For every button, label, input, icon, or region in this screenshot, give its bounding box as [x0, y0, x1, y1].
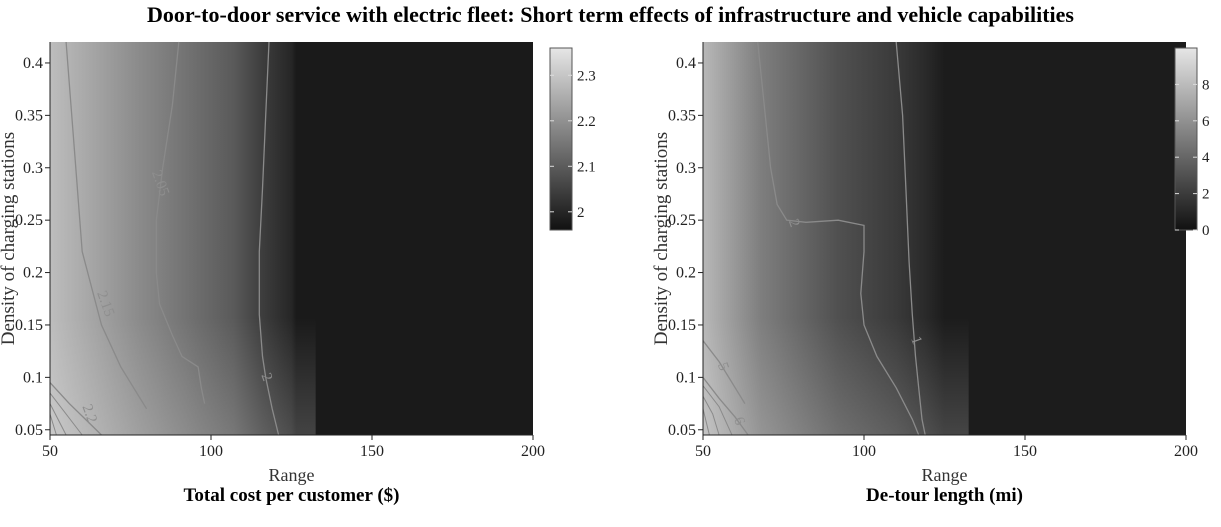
y-tick-label: 0.35	[668, 107, 696, 124]
contour-line	[702, 340, 746, 404]
contour-label: 2.2	[78, 402, 99, 425]
y-tick-label: 0.4	[23, 55, 43, 72]
contour-line-minor	[49, 403, 67, 436]
x-tick-label: 200	[521, 443, 545, 460]
x-tick-label: 150	[360, 443, 384, 460]
x-tick-label: 50	[695, 443, 711, 460]
colorbar-tick-label: 4	[1202, 150, 1210, 166]
colorbar-tick-label: 2.3	[577, 68, 596, 84]
y-tick-label: 0.1	[676, 369, 696, 386]
x-tick-label: 150	[1013, 443, 1037, 460]
y-axis-label: Density of charging stations	[0, 132, 19, 345]
y-tick-label: 0.1	[23, 369, 43, 386]
colorbar-tick-label: 6	[1202, 114, 1210, 130]
x-tick-label: 100	[199, 443, 223, 460]
y-tick-label: 0.15	[668, 317, 696, 334]
contour-line	[702, 377, 749, 436]
y-tick-label: 0.3	[23, 160, 43, 177]
colorbar-gradient	[1174, 47, 1198, 231]
y-tick-label: 0.05	[15, 422, 43, 439]
x-axis-label: Range	[269, 465, 315, 485]
colorbar-tick-label: 2.1	[577, 159, 596, 175]
y-tick-label: 0.35	[15, 107, 43, 124]
panel-subtitle: De-tour length (mi)	[866, 485, 1023, 506]
colorbar-tick-label: 2	[577, 205, 585, 221]
contour-line-minor	[49, 413, 57, 436]
contour-line	[65, 41, 148, 410]
y-tick-label: 0.25	[15, 212, 43, 229]
x-tick-label: 50	[42, 443, 58, 460]
x-axis-label: Range	[922, 465, 968, 485]
contour-line-minor	[702, 385, 733, 436]
contour-line	[49, 382, 102, 436]
contour-line	[895, 41, 926, 436]
contour-line-minor	[702, 408, 710, 436]
y-axis-label: Density of charging stations	[651, 132, 672, 345]
chart-title: Door-to-door service with electric fleet…	[147, 2, 1074, 27]
y-tick-label: 0.25	[668, 212, 696, 229]
colorbar-gradient	[549, 47, 573, 231]
colorbar-tick-label: 2	[1202, 187, 1210, 203]
colorbar-tick-label: 2.2	[577, 114, 596, 130]
contour-line	[155, 41, 206, 404]
y-tick-label: 0.15	[15, 317, 43, 334]
y-tick-label: 0.3	[676, 160, 696, 177]
heatmap-shading	[703, 42, 969, 435]
y-tick-label: 0.2	[23, 265, 43, 282]
y-tick-label: 0.4	[676, 55, 696, 72]
x-tick-label: 100	[852, 443, 876, 460]
x-tick-label: 200	[1174, 443, 1198, 460]
colorbar: 2 2.1 2.2 2.3	[549, 47, 596, 231]
panel-subtitle: Total cost per customer ($)	[183, 485, 399, 506]
colorbar: 0 2 4 6 8	[1174, 47, 1210, 239]
contour-line-minor	[49, 392, 83, 436]
y-tick-label: 0.2	[676, 265, 696, 282]
contour-line-minor	[702, 395, 720, 436]
heatmap-shading	[50, 42, 316, 435]
contour-line	[757, 41, 920, 436]
y-tick-label: 0.05	[668, 422, 696, 439]
colorbar-tick-label: 0	[1202, 223, 1210, 239]
contour-line	[258, 41, 280, 436]
colorbar-tick-label: 8	[1202, 77, 1210, 93]
